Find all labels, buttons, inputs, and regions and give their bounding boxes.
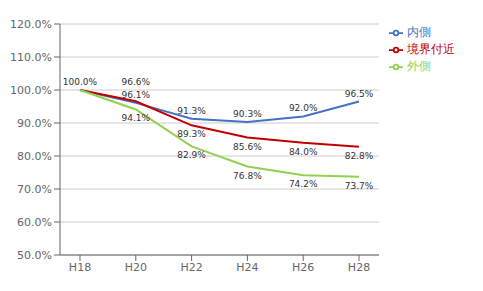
svg-text:H26: H26 <box>292 261 314 274</box>
svg-text:89.3%: 89.3% <box>177 129 206 139</box>
svg-text:85.6%: 85.6% <box>233 142 262 152</box>
html-text:外側: 外側 <box>407 59 431 73</box>
svg-text:90.3%: 90.3% <box>233 109 262 119</box>
svg-text:84.0%: 84.0% <box>289 147 318 157</box>
svg-text:H20: H20 <box>125 261 147 274</box>
svg-text:92.0%: 92.0% <box>289 103 318 113</box>
svg-text:100.0%: 100.0% <box>63 77 98 87</box>
svg-text:96.5%: 96.5% <box>345 89 374 99</box>
svg-text:90.0%: 90.0% <box>17 117 52 130</box>
svg-text:73.7%: 73.7% <box>345 181 374 191</box>
svg-text:82.8%: 82.8% <box>345 151 374 161</box>
svg-text:H18: H18 <box>69 261 91 274</box>
svg-text:76.8%: 76.8% <box>233 171 262 181</box>
svg-text:110.0%: 110.0% <box>10 51 52 64</box>
html-text:内側: 内側 <box>407 25 431 39</box>
svg-text:80.0%: 80.0% <box>17 150 52 163</box>
svg-text:100.0%: 100.0% <box>10 84 52 97</box>
svg-text:74.2%: 74.2% <box>289 179 318 189</box>
svg-text:70.0%: 70.0% <box>17 183 52 196</box>
svg-text:82.9%: 82.9% <box>177 150 206 160</box>
svg-text:H24: H24 <box>236 261 258 274</box>
svg-text:120.0%: 120.0% <box>10 18 52 31</box>
svg-text:H28: H28 <box>348 261 370 274</box>
svg-text:94.1%: 94.1% <box>122 113 151 123</box>
svg-text:96.1%: 96.1% <box>122 90 151 100</box>
svg-text:96.6%: 96.6% <box>122 77 151 87</box>
svg-text:60.0%: 60.0% <box>17 216 52 229</box>
html-text:境界付近: 境界付近 <box>407 42 455 56</box>
svg-text:91.3%: 91.3% <box>177 106 206 116</box>
svg-text:H22: H22 <box>180 261 202 274</box>
svg-text:50.0%: 50.0% <box>17 249 52 262</box>
